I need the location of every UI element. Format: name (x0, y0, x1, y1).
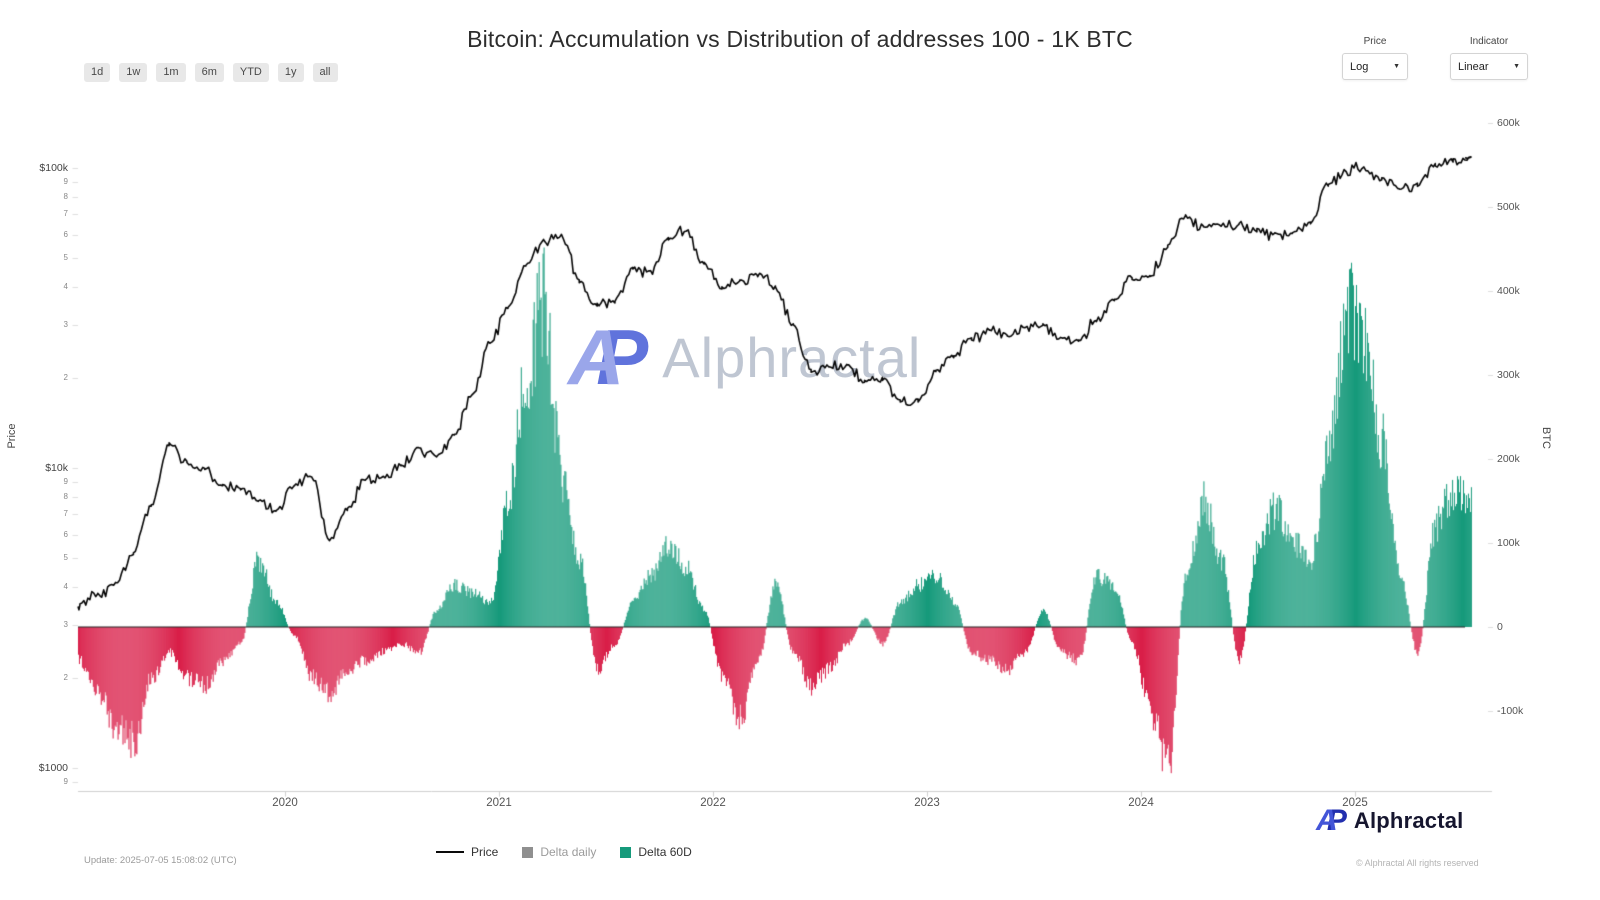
indicator-control: Indicator Linear ▼ (1450, 36, 1528, 80)
indicator-dropdown-label: Indicator (1469, 36, 1509, 47)
x-tick: 2022 (700, 797, 726, 809)
legend-label-price: Price (471, 845, 499, 859)
legend-item-delta-daily[interactable]: Delta daily (522, 845, 596, 859)
price-swatch (436, 851, 464, 853)
price-dropdown-label: Price (1363, 36, 1387, 47)
footer-brand: AP Alphractal (1316, 806, 1463, 836)
alphractal-logo: AP (1316, 804, 1347, 837)
range-button-1w[interactable]: 1w (119, 63, 148, 83)
range-button-all[interactable]: all (312, 63, 338, 83)
indicator-select-value: Linear (1458, 60, 1489, 73)
delta-60d-swatch (620, 846, 632, 858)
chevron-down-icon: ▼ (1513, 63, 1520, 70)
range-button-1d[interactable]: 1d (84, 63, 111, 83)
price-control: Price Log ▼ (1342, 36, 1408, 80)
range-button-1y[interactable]: 1y (277, 63, 304, 83)
range-button-1m[interactable]: 1m (156, 63, 186, 83)
legend-item-delta-60d[interactable]: Delta 60D (620, 845, 692, 859)
range-button-6m[interactable]: 6m (194, 63, 224, 83)
update-timestamp: Update: 2025-07-05 15:08:02 (UTC) (84, 855, 237, 866)
x-tick: 2020 (272, 797, 298, 809)
x-tick: 2023 (914, 797, 940, 809)
price-select[interactable]: Log ▼ (1342, 53, 1408, 80)
range-button-ytd[interactable]: YTD (232, 63, 269, 83)
x-tick: 2021 (486, 797, 512, 809)
legend-label-delta-daily: Delta daily (540, 845, 597, 859)
legend-item-price[interactable]: Price (436, 845, 498, 859)
copyright-text: © Alphractal All rights reserved (1356, 858, 1479, 868)
range-buttons: 1d 1w 1m 6m YTD 1y all (84, 63, 338, 83)
delta-daily-swatch (522, 846, 534, 858)
price-select-value: Log (1350, 60, 1369, 73)
indicator-select[interactable]: Linear ▼ (1450, 53, 1528, 80)
footer-brand-text: Alphractal (1353, 808, 1464, 833)
legend-label-delta-60d: Delta 60D (638, 845, 692, 859)
chevron-down-icon: ▼ (1393, 63, 1400, 70)
chart-legend: Price Delta daily Delta 60D (436, 845, 692, 859)
x-tick: 2024 (1128, 797, 1154, 809)
